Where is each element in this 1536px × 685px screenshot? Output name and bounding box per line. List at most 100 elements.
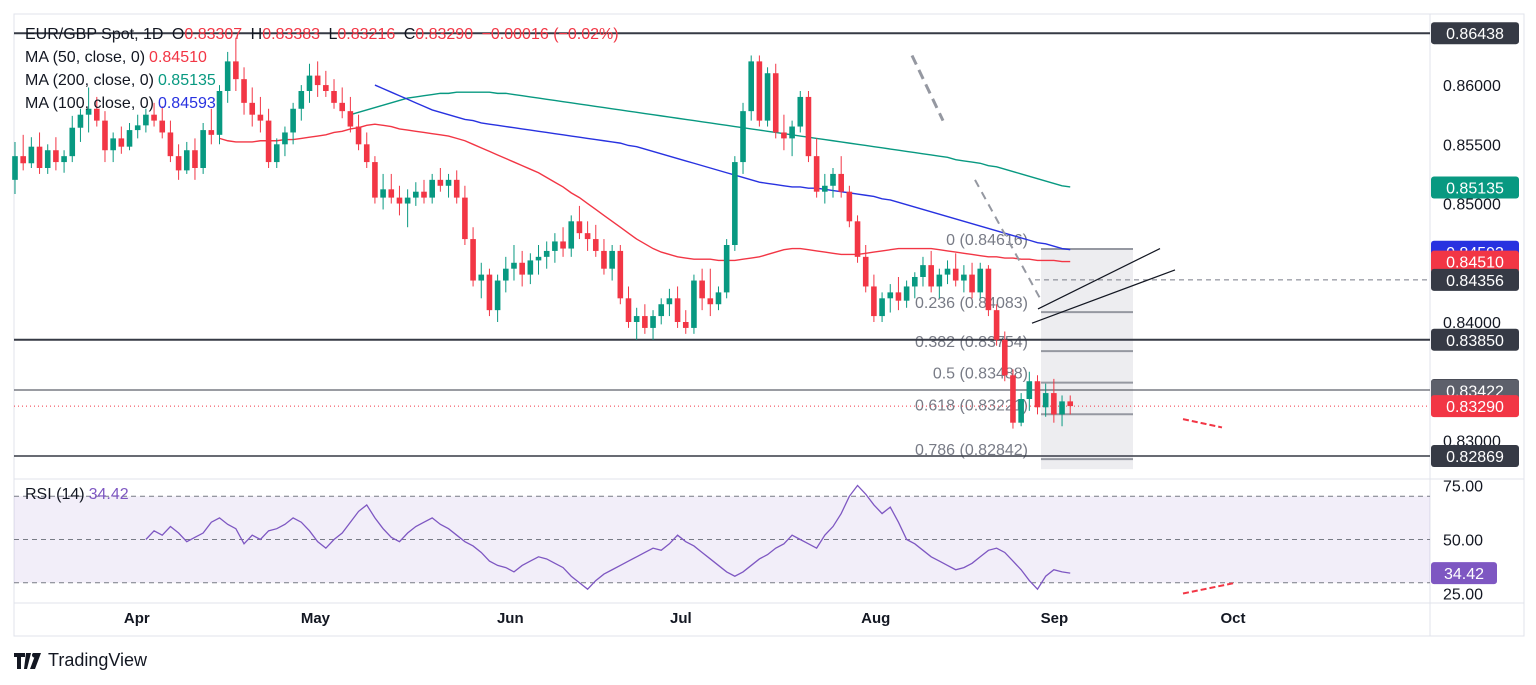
candle [535,245,542,275]
candle-body [1042,393,1049,408]
candle-body [871,286,877,317]
candle-body [633,316,640,322]
candle [192,138,198,180]
candle-body [928,265,934,287]
candle-body [650,316,656,328]
candle-body [838,173,844,192]
price-axis-tick: 0.85000 [1443,197,1501,214]
candle-body [1010,375,1016,423]
candle-body [20,156,26,164]
price-label-badge: 0.84510 [1431,250,1519,273]
candle-body [642,316,648,328]
candle-body [208,130,215,135]
ma50-line [219,123,1071,263]
candle [912,272,918,299]
candle [134,114,141,139]
candle-body [912,276,918,287]
candle [740,102,746,174]
candle [388,173,395,204]
candle [584,221,591,251]
ma100-line [374,84,1071,251]
candle-body [1026,381,1033,399]
candle-body [560,241,566,249]
candle-body [53,150,59,163]
candle-body [143,114,149,126]
rsi-legend[interactable]: RSI (14) 34.42 [25,486,129,503]
candle [952,253,959,287]
tradingview-logo-icon [14,652,41,669]
candle-body [609,250,615,269]
candle [674,286,681,328]
candle-body [879,298,885,317]
candle [871,274,877,322]
candle [617,245,624,305]
candle-body [437,179,444,186]
candle [241,67,247,115]
candle-body [862,256,869,287]
candle-body [429,179,435,198]
price-change: −0.00016 (−0.02%) [481,26,619,43]
time-axis-tick: Apr [124,610,150,627]
ma200-legend[interactable]: MA (200, close, 0) 0.85135 [25,72,216,89]
ma50-legend[interactable]: MA (50, close, 0) 0.84510 [25,49,207,66]
price-label-badge: 0.83290 [1431,395,1519,418]
candle-body [887,292,894,299]
candle-body [723,245,730,293]
price-label-badge: 0.86438 [1431,22,1519,45]
candle [257,96,264,133]
candle [519,250,525,287]
candle-body [372,162,378,198]
candle [748,55,754,121]
time-axis-tick: Oct [1220,610,1245,627]
price-axis-tick: 0.86000 [1443,78,1501,95]
candle [903,280,910,308]
candle [797,91,804,133]
candle [159,106,166,139]
ohlc-close: C0.83290 [403,26,474,43]
candle-body [151,114,157,121]
symbol-title: EUR/GBP Spot, 1D [25,26,164,43]
candle [298,85,305,121]
candle [650,310,656,340]
candle [511,245,517,281]
candle [470,227,476,287]
price-label-text: 0.84356 [1446,273,1504,290]
candle-body [1034,381,1041,408]
candle [265,108,272,168]
ma100-legend[interactable]: MA (100, close, 0) 0.84593 [25,95,216,112]
candle [404,189,411,228]
candle-body [28,146,35,164]
candle-body [789,126,795,139]
candle-body [94,108,100,121]
candle-body [740,111,746,163]
candle [642,304,648,334]
candle [862,245,869,293]
candle [36,132,43,174]
divergence-line-rsi [1182,581,1237,595]
chart-header: EUR/GBP Spot, 1D O0.83307 H0.83383 L0.83… [25,26,623,44]
ohlc-open: O0.83307 [171,26,243,43]
candle-body [339,102,345,112]
candle [183,141,190,174]
fib-level-label: 0.236 (0.84083) [915,295,1028,312]
candle-body [781,132,787,139]
time-axis-tick: May [301,610,331,627]
candle-body [192,150,198,168]
candle-body [224,61,231,91]
candle-body [470,239,476,281]
candle-body [756,61,763,121]
candle-body [273,144,280,163]
price-axis-tick: 0.84000 [1443,315,1501,332]
candle [1026,371,1033,411]
candle-body [977,268,984,293]
candle [249,87,256,127]
candle [732,156,738,251]
time-axis-tick: Jun [497,610,524,627]
candle-body [323,85,329,91]
candle [453,170,460,204]
candle-body [576,221,583,234]
candle-body [200,130,206,168]
candle-body [478,274,485,281]
candle [77,108,84,142]
candle-body [674,298,681,322]
